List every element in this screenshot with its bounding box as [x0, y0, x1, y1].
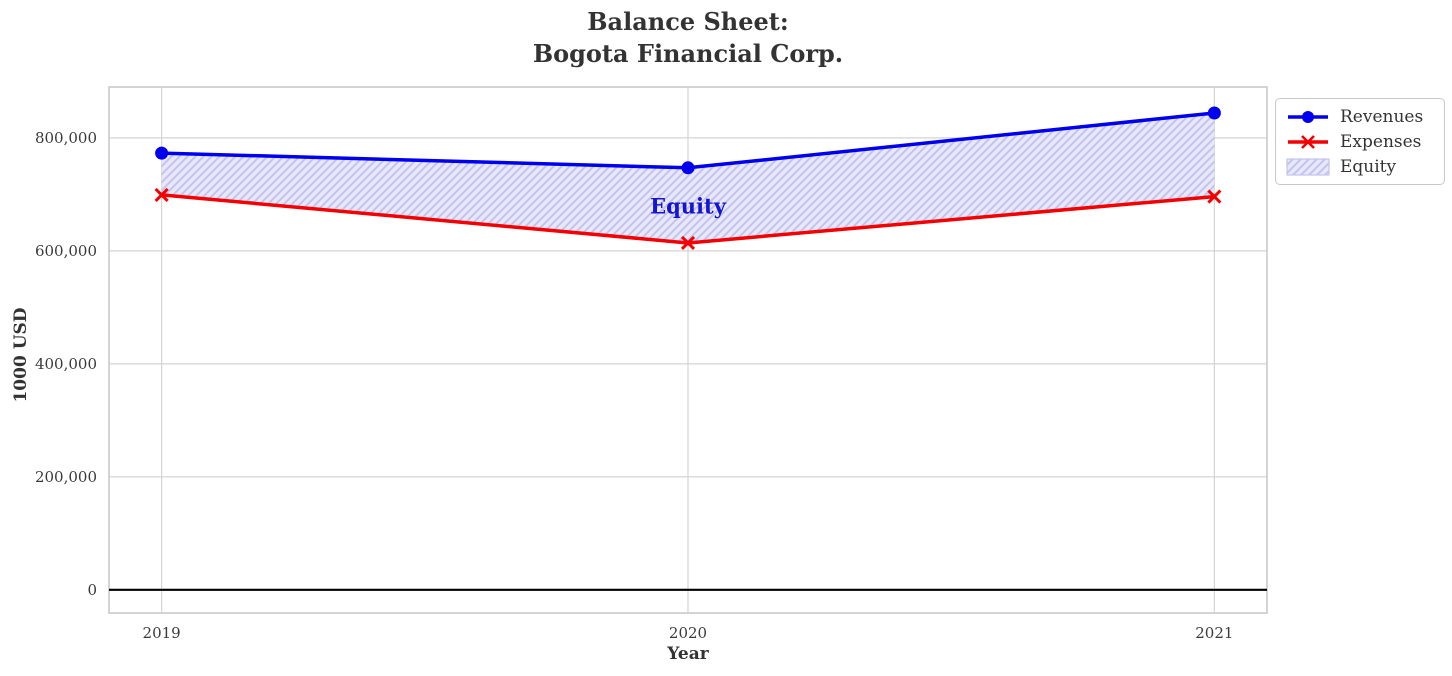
y-tick-label: 400,000 — [35, 355, 97, 373]
legend-item-revenues: Revenues — [1286, 107, 1434, 127]
x-axis-label: Year — [667, 644, 709, 664]
chart-title-line2: Bogota Financial Corp. — [532, 38, 844, 68]
expenses-marker — [1207, 189, 1222, 204]
revenues-marker — [155, 146, 169, 160]
equity-patch-icon — [1286, 157, 1330, 176]
x-tick-label: 2021 — [1195, 624, 1233, 642]
revenues-marker — [1207, 106, 1221, 120]
legend-label-equity: Equity — [1340, 156, 1397, 177]
revenues-marker — [681, 161, 695, 175]
legend: Revenues Expenses Equity — [1275, 98, 1445, 185]
equity-fill-hatch — [161, 112, 1215, 243]
y-tick-label: 600,000 — [35, 242, 97, 260]
x-tick-label: 2020 — [669, 624, 707, 642]
legend-label-revenues: Revenues — [1340, 106, 1424, 127]
y-tick-label: 800,000 — [35, 129, 97, 147]
legend-label-expenses: Expenses — [1340, 131, 1422, 152]
legend-item-expenses: Expenses — [1286, 132, 1434, 152]
chart-title: Balance Sheet: Bogota Financial Corp. — [109, 6, 1267, 69]
legend-item-equity: Equity — [1286, 157, 1434, 177]
expenses-line-icon — [1288, 134, 1328, 149]
y-tick-label: 200,000 — [35, 468, 97, 486]
revenues-line-icon — [1288, 110, 1328, 123]
y-tick-label: 0 — [87, 581, 97, 599]
x-tick-label: 2019 — [143, 624, 181, 642]
equity-area-label: Equity — [650, 194, 727, 219]
y-axis-label: 1000 USD — [11, 307, 31, 403]
chart-title-line1: Balance Sheet: — [587, 7, 789, 36]
expenses-marker — [680, 235, 696, 250]
plot-border — [108, 86, 1268, 614]
expenses-marker — [154, 187, 169, 202]
